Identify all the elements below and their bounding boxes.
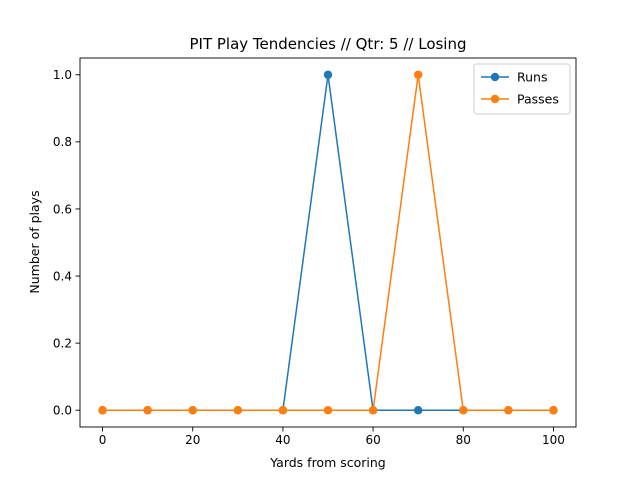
data-point-passes-20 (188, 406, 197, 415)
data-point-passes-90 (504, 406, 513, 415)
data-point-passes-30 (233, 406, 243, 415)
x-tick-label: 0 (99, 433, 107, 447)
y-tick-label: 0.2 (53, 336, 72, 350)
plot-area: 0 20 40 60 80 100 0.0 0.2 0.4 0.6 0.8 1.0 (53, 57, 577, 447)
legend-marker-runs (490, 72, 500, 82)
data-point-passes-100 (549, 406, 558, 415)
x-tick-label: 100 (542, 433, 565, 447)
chart-title: PIT Play Tendencies // Qtr: 5 // Losing (189, 35, 466, 53)
y-tick-label: 0.6 (53, 202, 72, 216)
y-tick-label: 0.8 (53, 135, 72, 149)
legend-label-runs: Runs (517, 70, 547, 85)
y-tick-label: 0.0 (53, 404, 72, 418)
data-point-passes-80 (459, 406, 468, 415)
y-axis-label: Number of plays (27, 190, 42, 293)
data-point-runs-50 (323, 70, 333, 79)
plot-frame (79, 57, 577, 428)
x-tick-label: 80 (456, 433, 471, 447)
x-tick-label: 60 (365, 433, 380, 447)
data-point-passes-60 (368, 406, 378, 415)
legend: Runs Passes (473, 63, 571, 115)
data-point-passes-50 (323, 406, 333, 415)
data-point-passes-70 (413, 70, 423, 79)
x-tick-label: 40 (275, 433, 290, 447)
data-point-passes-10 (143, 406, 152, 415)
legend-marker-passes (490, 94, 500, 104)
y-tick-label: 0.4 (53, 269, 72, 283)
x-tick-label: 20 (185, 433, 200, 447)
data-point-runs-70 (413, 406, 423, 415)
data-point-passes-0 (98, 406, 107, 415)
data-point-passes-40 (278, 406, 288, 415)
x-axis-label: Yards from scoring (269, 455, 385, 470)
y-tick-label: 1.0 (53, 68, 72, 82)
legend-label-passes: Passes (517, 92, 559, 107)
